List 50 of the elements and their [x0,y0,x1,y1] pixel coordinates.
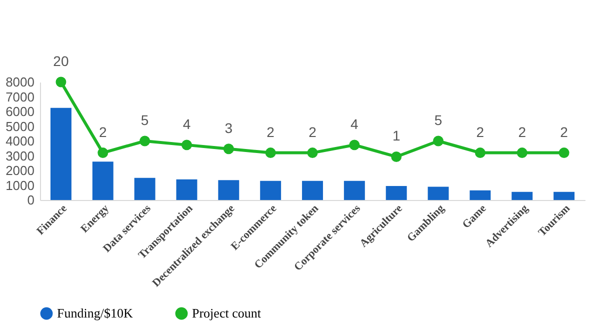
y-tick-label: 0 [27,192,34,208]
point [558,148,570,158]
data-label: 4 [182,116,191,132]
data-label: 2 [308,124,317,140]
bar [176,179,198,200]
bar [470,190,491,200]
y-tick-label: 4000 [6,134,34,148]
point [223,144,234,154]
point [98,148,108,158]
y-tick-label: 6000 [6,104,34,119]
data-label: 2 [476,124,484,140]
y-tick-label: 3000 [6,148,34,164]
point [391,152,402,162]
point [349,140,360,150]
y-tick-label: 1000 [6,178,34,193]
bar [428,186,449,200]
bar [386,186,407,200]
y-tick-label: 7000 [6,89,34,104]
data-label: 2 [560,124,568,140]
data-label: 20 [53,53,69,69]
point [474,148,486,158]
point [516,148,528,158]
data-label: 3 [224,120,233,136]
data-label: 4 [350,116,359,132]
bar [554,192,575,200]
data-label: 2 [266,124,275,140]
point [181,140,192,150]
y-tick-label: 8000 [6,74,34,90]
legend-label: Funding/$10K [57,306,134,321]
y-tick-label: 5000 [6,118,34,134]
bar [50,108,72,200]
bar [92,162,114,200]
data-label: 2 [98,124,107,140]
point [307,148,318,158]
bar [302,180,323,200]
bar [134,178,156,200]
point [433,136,444,146]
point [56,76,66,88]
legend-label: Project count [192,306,262,321]
bar [260,180,282,200]
data-label: 5 [434,112,442,128]
data-label: 2 [518,124,526,140]
point [265,148,276,158]
y-tick-label: 2000 [6,163,34,178]
data-label: 1 [392,128,400,144]
bar [344,180,365,200]
data-label: 5 [140,112,149,128]
bar [218,180,240,200]
bar [512,192,533,200]
point [140,136,150,146]
